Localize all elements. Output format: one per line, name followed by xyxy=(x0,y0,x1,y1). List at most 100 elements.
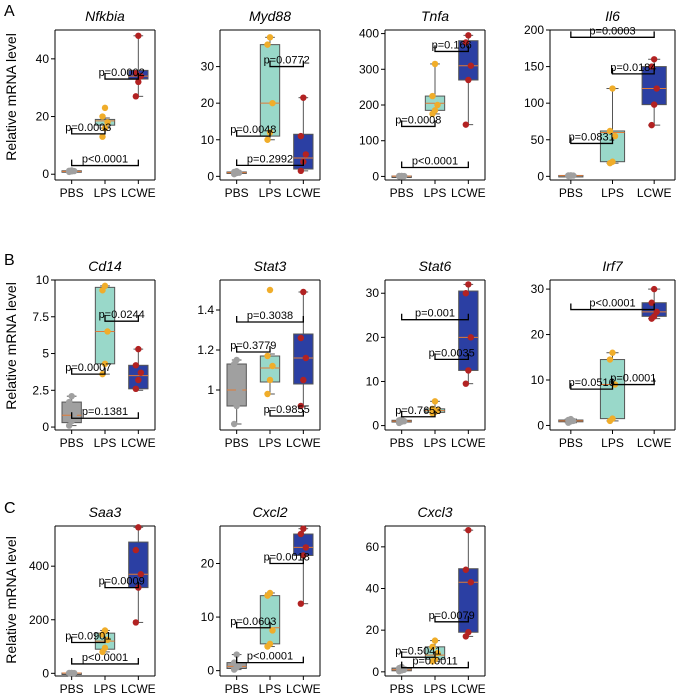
data-point xyxy=(650,101,658,108)
comparison-bracket: p=0.0003 xyxy=(65,122,111,135)
y-tick-label: 0 xyxy=(537,169,544,183)
x-tick-label: LPS xyxy=(424,436,447,450)
data-point xyxy=(137,72,145,80)
x-tick-label: LCWE xyxy=(121,682,156,696)
data-point xyxy=(609,415,616,422)
comparison-bracket: p=0.0001 xyxy=(610,373,656,386)
x-tick-label: LPS xyxy=(601,436,624,450)
data-point xyxy=(104,119,111,126)
data-point xyxy=(462,39,470,46)
x-tick-label: LCWE xyxy=(286,682,321,696)
box-lps xyxy=(259,353,281,395)
data-point xyxy=(465,526,472,534)
data-point xyxy=(101,644,109,652)
box-pbs xyxy=(226,359,247,425)
data-point xyxy=(465,629,472,636)
y-tick-label: 20 xyxy=(201,557,215,571)
data-point xyxy=(462,290,470,297)
y-tick-label: 0 xyxy=(372,169,379,183)
bracket-line xyxy=(71,127,106,135)
data-point xyxy=(429,643,436,651)
bracket-line xyxy=(236,346,271,353)
box-lcwe xyxy=(293,291,314,407)
data-point xyxy=(264,352,271,360)
data-point xyxy=(434,101,441,109)
x-tick-label: PBS xyxy=(559,436,583,450)
y-tick-label: 100 xyxy=(359,134,379,148)
data-point xyxy=(104,328,111,335)
p-value-label: p=0.001 xyxy=(415,308,455,320)
data-point xyxy=(434,649,441,657)
y-tick-label: 30 xyxy=(366,286,380,300)
p-value-label: p<0.0001 xyxy=(82,652,128,664)
comparison-bracket: p=0.0048 xyxy=(230,124,276,137)
data-point xyxy=(611,132,619,140)
x-tick-label: LPS xyxy=(94,436,117,450)
data-point xyxy=(429,92,436,100)
p-value-label: p=0.0831 xyxy=(569,131,615,143)
y-tick-label: 10 xyxy=(201,610,215,624)
data-point xyxy=(398,416,405,423)
comparison-bracket: p=0.166 xyxy=(432,39,472,53)
p-value-label: p=0.0079 xyxy=(429,610,475,622)
x-tick-label: PBS xyxy=(390,186,414,200)
chart-il6: Il6 0 50 100 150 200 PBS LPS LCWE p=0.0831 p=0.018… xyxy=(524,8,676,200)
bracket-line xyxy=(236,316,304,323)
p-value-label: p=0.0011 xyxy=(412,656,457,668)
data-point xyxy=(104,636,111,644)
x-tick-label: PBS xyxy=(225,682,249,696)
data-point xyxy=(431,398,439,405)
data-point xyxy=(462,380,470,387)
box-lcwe xyxy=(128,348,149,391)
y-tick-label: 200 xyxy=(29,613,49,627)
y-tick-label: 30 xyxy=(201,60,215,74)
y-axis-label: Relative mRNA level xyxy=(3,282,19,410)
data-point xyxy=(137,369,145,376)
data-point xyxy=(264,41,271,48)
chart-stat3: Stat3 1 1.2 1.4 PBS LPS LCWE p=0.3779 p=0.9855 p=… xyxy=(197,258,320,450)
chart-title: Stat3 xyxy=(254,258,287,274)
comparison-bracket: p<0.0001 xyxy=(570,298,655,311)
bracket-line xyxy=(236,656,304,664)
p-value-label: p=0.0772 xyxy=(264,55,310,67)
p-value-label: p<0.0001 xyxy=(247,651,293,663)
data-point xyxy=(68,417,75,425)
p-value-label: p<0.0001 xyxy=(412,156,458,168)
comparison-bracket: p=0.7653 xyxy=(395,405,441,418)
data-point xyxy=(648,299,655,306)
chart-title: Saa3 xyxy=(89,504,122,520)
p-value-label: p<0.0001 xyxy=(82,154,128,166)
bracket-line xyxy=(570,137,614,145)
bracket-line xyxy=(570,31,655,38)
box-body xyxy=(226,363,247,407)
p-value-label: p=0.1381 xyxy=(82,406,128,418)
comparison-bracket: p=0.0007 xyxy=(65,362,111,375)
data-point xyxy=(465,281,472,288)
data-point xyxy=(297,402,305,410)
box-body xyxy=(94,286,116,365)
data-point xyxy=(132,362,140,369)
data-point xyxy=(269,99,276,107)
p-value-label: p=0.166 xyxy=(432,39,472,51)
data-point xyxy=(431,107,439,114)
data-point xyxy=(68,392,75,400)
data-point xyxy=(132,93,140,100)
chart-title: Cxcl2 xyxy=(252,504,287,520)
data-point xyxy=(68,167,75,174)
comparison-bracket: p=0.0009 xyxy=(99,576,145,589)
comparison-bracket: p=0.0079 xyxy=(429,610,475,623)
y-tick-label: 300 xyxy=(359,62,379,76)
comparison-bracket: p=0.0008 xyxy=(395,114,441,128)
comparison-bracket: p<0.0001 xyxy=(401,156,469,169)
p-value-label: p=0.3038 xyxy=(247,310,293,322)
p-value-label: p=0.0001 xyxy=(610,373,656,385)
box-body xyxy=(458,568,479,633)
p-value-label: p=0.0035 xyxy=(429,347,475,359)
panel-letter: A xyxy=(4,3,15,20)
data-point xyxy=(135,32,142,39)
data-point xyxy=(70,410,78,418)
data-point xyxy=(132,70,140,77)
comparison-bracket: p=0.0018 xyxy=(264,552,310,565)
